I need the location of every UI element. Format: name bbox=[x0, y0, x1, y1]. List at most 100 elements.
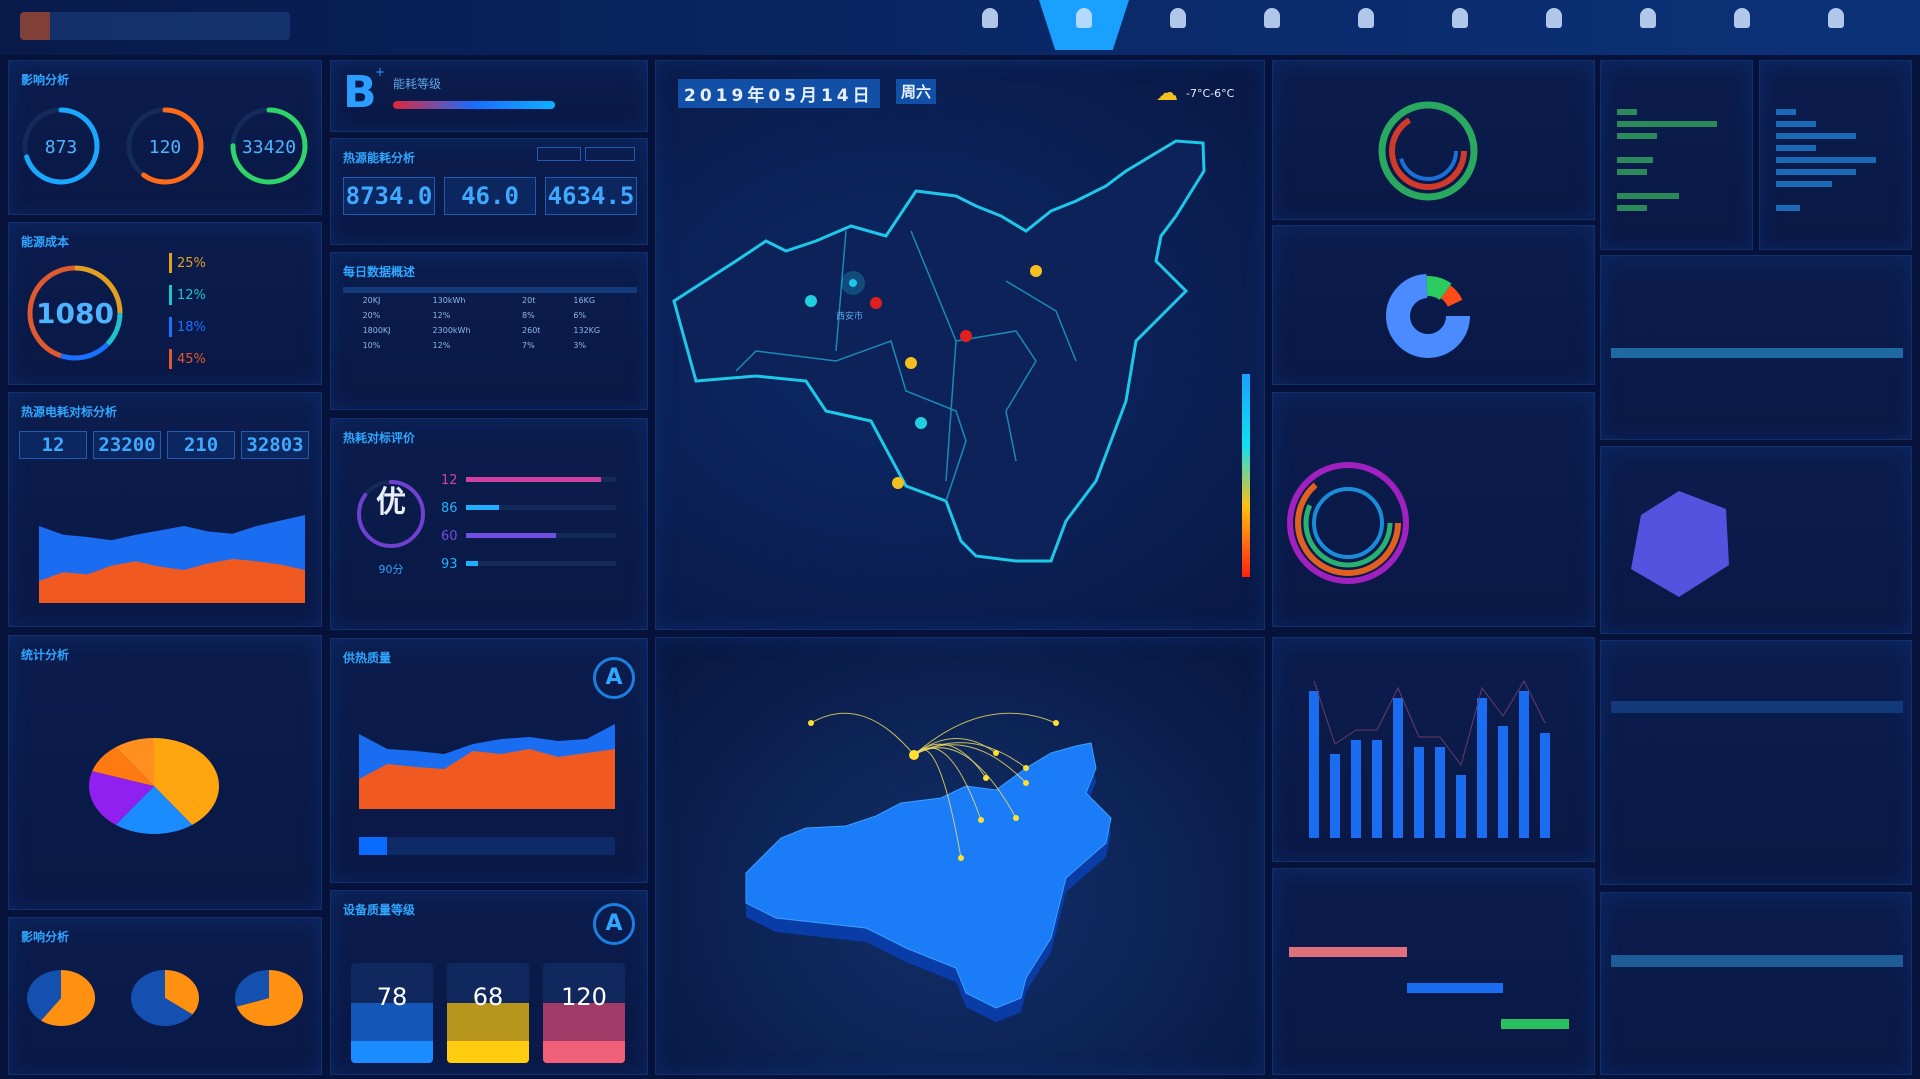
temp-marker bbox=[915, 417, 927, 429]
grade-sup: + bbox=[375, 65, 386, 79]
panel-title: 影响分析 bbox=[21, 930, 70, 944]
nav-item[interactable] bbox=[1603, 0, 1693, 50]
nav-item[interactable] bbox=[1697, 0, 1787, 50]
nav-item[interactable] bbox=[1415, 0, 1505, 50]
cost-pct: 45% bbox=[177, 352, 206, 367]
slider-handle[interactable] bbox=[359, 837, 387, 855]
city-label: 西安市 bbox=[836, 312, 864, 322]
ring-panel-2 bbox=[1272, 392, 1595, 627]
table-panel-3 bbox=[1600, 892, 1912, 1075]
pie-slice bbox=[92, 747, 154, 786]
table-cell: 130kWh bbox=[432, 296, 466, 305]
bar bbox=[1519, 691, 1529, 838]
gear-icon bbox=[1828, 8, 1844, 28]
bar bbox=[1372, 740, 1382, 838]
grade-letter: B bbox=[343, 67, 377, 118]
device-value: 120 bbox=[561, 983, 607, 1011]
nav-item[interactable] bbox=[1039, 0, 1129, 50]
eval-bar-label: 86 bbox=[441, 501, 458, 516]
pie-slice bbox=[154, 738, 219, 825]
panel-title: 能源成本 bbox=[21, 235, 70, 249]
table-cell: 1800KJ bbox=[362, 326, 391, 335]
panel-title: 每日数据概述 bbox=[343, 265, 416, 279]
cost-panel: 能源成本 1080 25% 12% 18% 45% bbox=[8, 222, 322, 385]
grade-level-bar bbox=[393, 101, 555, 109]
table-row: 20KJ 130kWh 20t 16KG bbox=[343, 293, 637, 308]
impact-pies bbox=[27, 970, 303, 1026]
device-card[interactable]: 78 bbox=[351, 963, 433, 1063]
stats-panel: 统计分析 bbox=[8, 635, 322, 910]
nav-item[interactable] bbox=[1321, 0, 1411, 50]
column-header bbox=[569, 287, 637, 293]
eval-ring bbox=[357, 480, 425, 548]
eval-bar-label: 60 bbox=[441, 529, 458, 544]
weather-icon: ☁ bbox=[1156, 81, 1178, 106]
ring-panel-1 bbox=[1272, 60, 1595, 220]
panel-title: 影响分析 bbox=[21, 73, 70, 87]
pie-slice bbox=[165, 970, 199, 1015]
bar bbox=[1309, 691, 1319, 838]
zoom-slider[interactable] bbox=[359, 837, 615, 855]
table-cell: 8% bbox=[522, 311, 535, 320]
monitor-icon bbox=[1170, 8, 1186, 28]
column-header bbox=[343, 287, 359, 293]
stat-value: 32803 bbox=[241, 431, 309, 459]
card-footer bbox=[543, 1041, 625, 1063]
eval-bar-track bbox=[466, 505, 616, 510]
nav-item[interactable] bbox=[1227, 0, 1317, 50]
table-cell: 7% bbox=[522, 341, 535, 350]
device-card[interactable]: 120 bbox=[543, 963, 625, 1063]
pie-slice bbox=[115, 786, 193, 834]
bar bbox=[1351, 740, 1361, 838]
highlighted-row[interactable] bbox=[1611, 955, 1903, 967]
nav-item[interactable] bbox=[945, 0, 1035, 50]
nav-item[interactable] bbox=[1509, 0, 1599, 50]
district-map-panel: 2019年05月14日 周六 ☁ -7°C-6°C 西安市 bbox=[655, 60, 1265, 630]
eval-panel: 热耗对标评价 12 86 60 93 优 90分 bbox=[330, 418, 648, 630]
filter-button[interactable] bbox=[585, 147, 635, 161]
table-cell: 12% bbox=[432, 311, 451, 320]
grade-panel: B + 能耗等级 bbox=[330, 60, 648, 132]
nav-item[interactable] bbox=[1791, 0, 1881, 50]
temperature-legend-bar bbox=[1242, 374, 1250, 577]
pie-slice bbox=[234, 970, 269, 1007]
table-panel-2 bbox=[1600, 640, 1912, 885]
energy-panel: 热源能耗分析 8734.0 46.0 4634.5 bbox=[330, 138, 648, 245]
pie-slice bbox=[41, 970, 95, 1026]
district-map bbox=[672, 139, 1250, 577]
table-panel-1 bbox=[1600, 255, 1912, 440]
table-cell: 10% bbox=[362, 341, 381, 350]
panel-title: 统计分析 bbox=[21, 648, 70, 662]
column-header bbox=[358, 287, 429, 293]
user-icon bbox=[1734, 8, 1750, 28]
pie-slice bbox=[236, 970, 303, 1026]
ring-chart bbox=[1378, 101, 1478, 201]
table-cell: 16KG bbox=[573, 296, 596, 305]
impact2-panel: 影响分析 bbox=[8, 917, 322, 1075]
gauge-value: 33420 bbox=[242, 137, 296, 158]
table-cell bbox=[343, 293, 359, 308]
power-panel: 热源电耗对标分析 12 23200 210 32803 bbox=[8, 392, 322, 627]
table-row: 10% 12% 7% 3% bbox=[343, 338, 637, 353]
highlighted-row[interactable] bbox=[1611, 348, 1903, 358]
map-outline bbox=[672, 139, 1206, 563]
flight-target bbox=[1053, 720, 1059, 726]
quality-panel: 供热质量 A bbox=[330, 638, 648, 883]
device-card[interactable]: 68 bbox=[447, 963, 529, 1063]
card-footer bbox=[351, 1041, 433, 1063]
stat-value: 23200 bbox=[93, 431, 161, 459]
table-cell: 3% bbox=[573, 341, 587, 350]
card-footer bbox=[447, 1041, 529, 1063]
device-value: 78 bbox=[376, 983, 408, 1011]
cost-ring: 1080 25% 12% 18% 45% bbox=[27, 253, 206, 369]
temp-marker bbox=[1030, 265, 1042, 277]
nav-item[interactable] bbox=[1133, 0, 1223, 50]
table-cell: 20% bbox=[362, 311, 381, 320]
filter-button[interactable] bbox=[537, 147, 581, 161]
3d-map-panel bbox=[655, 637, 1265, 1075]
temp-marker bbox=[805, 295, 817, 307]
trend-line bbox=[1313, 679, 1546, 767]
cost-pct: 18% bbox=[177, 320, 206, 335]
table-cell bbox=[343, 308, 359, 323]
device-value: 68 bbox=[472, 983, 504, 1011]
